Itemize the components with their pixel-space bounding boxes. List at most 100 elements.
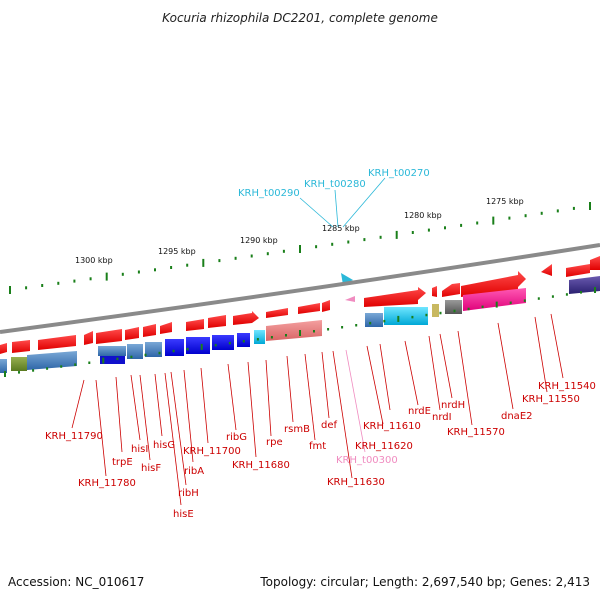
gene-label-krh_11780: KRH_11780 [78,478,136,489]
gene-label-krh_11790: KRH_11790 [45,431,103,442]
inner-tick [4,371,6,377]
inner-tick [439,311,442,315]
inner-tick [270,336,273,339]
gene-label-def: def [321,420,338,431]
gene-arrow [364,287,426,307]
ruler-tick [315,245,318,249]
gene-label-hise: hisE [173,509,194,520]
gene-label-krh_t00300: KRH_t00300 [336,455,398,466]
genome-backbone [0,243,600,334]
gene-arrow [186,319,204,331]
ruler-tick [57,281,60,285]
inner-tick [242,340,245,343]
gene-label-krh_11570: KRH_11570 [447,427,505,438]
band [569,276,600,294]
ruler-tick [395,230,398,239]
inner-tick [509,301,512,304]
inner-tick [200,343,203,350]
band [445,300,462,314]
forward-strand-genes [0,256,600,354]
gene-label-nrdi: nrdI [432,412,452,423]
gene-arrow [12,340,30,353]
trna-label-t00280: KRH_t00280 [304,179,366,190]
ruler-tick [105,272,108,281]
gene-labels: KRH_11790 KRH_11780 trpE hisI hisF hisG … [45,381,596,520]
gene-label-riba: ribA [184,466,204,477]
gene-arrow [96,329,122,344]
ruler-tick [347,240,350,244]
inner-tick [285,334,287,337]
inner-tick [158,351,161,355]
ruler-tick [154,268,156,272]
band [127,344,143,359]
ruler-tick [121,272,124,276]
ruler-tick [476,221,479,225]
ruler-tick [492,216,495,225]
inner-tick [299,330,301,336]
inner-tick [481,305,484,309]
ruler-tick [556,209,559,213]
band [365,313,383,327]
ruler-tick [460,223,463,227]
gene-label-hisf: hisF [141,463,161,474]
accession-text: Accession: NC_010617 [8,575,144,589]
band [98,346,126,356]
inner-tick [383,319,386,323]
gene-label-nrde: nrdE [408,406,431,417]
functional-bands [0,276,600,373]
inner-tick [130,355,133,359]
inner-tick [186,347,189,351]
gene-label-krh_11540: KRH_11540 [538,381,596,392]
ruler-tick [25,286,28,290]
ruler-tick [73,279,76,283]
inner-tick [60,365,63,368]
inner-tick [537,297,540,300]
map-title: Kocuria rhizophila DC2201, complete geno… [162,11,438,25]
inner-tick [369,321,372,325]
inner-tick [495,301,498,308]
inner-tick [355,324,358,327]
trna-label-t00290: KRH_t00290 [238,188,300,199]
ruler-tick [427,228,430,232]
ruler-tick [589,202,591,210]
gene-label-hisg: hisG [153,440,175,451]
gene-arrow [208,315,226,328]
gene-label-rsmb: rsmB [284,424,310,435]
inner-tick [256,338,259,341]
ruler-tick [250,254,253,258]
gene-label-krh_11630: KRH_11630 [327,477,385,488]
band [100,356,125,364]
gene-label-fmt: fmt [309,441,326,452]
scale-ruler [9,202,591,294]
inner-tick [523,299,526,302]
inner-tick [88,361,91,364]
inner-tick [18,371,20,374]
ruler-tick [218,259,221,263]
inner-tick [467,307,470,311]
gene-label-hisi: hisI [131,444,148,455]
band [145,342,162,357]
ruler-tick [170,266,173,269]
gene-arrow [442,283,460,297]
gene-arrow [125,327,139,340]
inner-tick [228,341,231,345]
band [212,335,234,350]
gene-arrow [298,303,320,314]
gene-arrow [541,264,552,276]
inner-tick [102,357,105,364]
ruler-tick [331,242,334,246]
trna-label-t00270: KRH_t00270 [368,168,430,179]
band [463,288,526,311]
gene-label-krh_11700: KRH_11700 [183,446,241,457]
gene-arrow [266,308,288,318]
band [254,330,265,344]
gene-arrow [566,264,590,277]
gene-arrow [590,256,600,270]
ruler-tick [282,249,285,253]
ruler-tick [540,211,543,215]
inner-tick [425,313,428,317]
inner-tick [32,369,35,372]
inner-ticks [4,287,596,377]
gene-label-krh_11610: KRH_11610 [363,421,421,432]
